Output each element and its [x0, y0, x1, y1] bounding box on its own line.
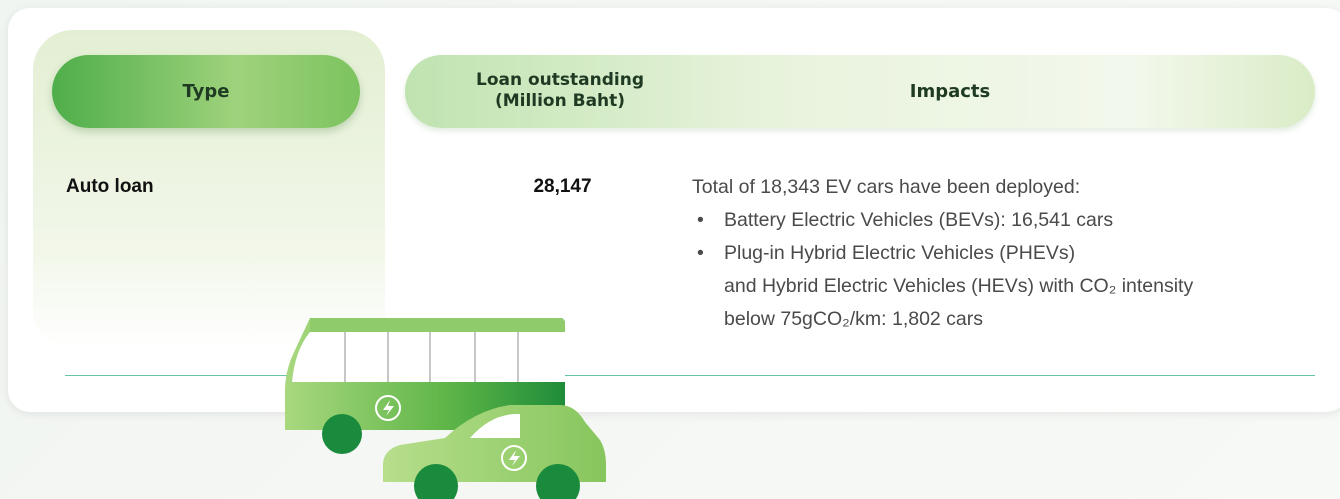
header-text: Loan outstanding	[430, 70, 690, 91]
impact-line: below 75gCO₂/km: 1,802 cars	[724, 303, 1193, 336]
impact-line: and Hybrid Electric Vehicles (HEVs) with…	[724, 270, 1193, 303]
bullet: •	[697, 204, 704, 237]
bullet: •	[697, 237, 704, 270]
header-impacts: Impacts	[850, 81, 1050, 102]
impact-intro: Total of 18,343 EV cars have been deploy…	[692, 171, 1080, 204]
row-divider	[65, 375, 1315, 376]
loan-cell: 28,147	[480, 176, 645, 198]
header-loan: Loan outstanding (Million Baht)	[430, 70, 690, 112]
ev-illustration	[270, 310, 620, 499]
impact-bullet: Plug-in Hybrid Electric Vehicles (PHEVs)…	[724, 237, 1193, 336]
impact-bullet: Battery Electric Vehicles (BEVs): 16,541…	[724, 204, 1113, 237]
header-text: (Million Baht)	[430, 91, 690, 112]
header-type: Type	[52, 55, 360, 128]
impact-line: Plug-in Hybrid Electric Vehicles (PHEVs)	[724, 237, 1193, 270]
page: Type Loan outstanding (Million Baht) Imp…	[0, 0, 1340, 499]
header-text: Type	[183, 81, 230, 102]
type-cell: Auto loan	[66, 176, 154, 198]
